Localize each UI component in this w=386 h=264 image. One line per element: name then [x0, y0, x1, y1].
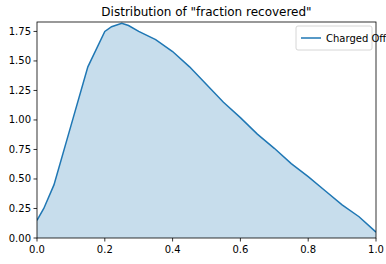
x-tick — [376, 238, 377, 242]
y-tick — [34, 31, 38, 32]
x-tick-label: 0.2 — [97, 244, 113, 255]
y-tick-label: 0.25 — [9, 203, 31, 214]
legend: Charged Off — [296, 26, 386, 50]
y-tick-label: 0.75 — [9, 144, 31, 155]
y-tick — [34, 208, 38, 209]
y-tick — [34, 90, 38, 91]
y-tick-label: 1.75 — [9, 26, 31, 37]
y-tick — [34, 238, 38, 239]
y-tick — [34, 149, 38, 150]
x-tick-label: 0.8 — [300, 244, 316, 255]
x-tick — [37, 238, 38, 242]
chart: 0.0 0.2 0.4 0.6 0.8 1.0 0.00 0.25 0.50 0.75 1.00 1.… — [0, 0, 386, 264]
y-tick-label: 1.25 — [9, 85, 31, 96]
x-tick-label: 0.0 — [29, 244, 45, 255]
y-tick-label: 1.50 — [9, 55, 31, 66]
x-tick-label: 1.0 — [368, 244, 384, 255]
y-tick-label: 1.00 — [9, 114, 31, 125]
y-tick — [34, 178, 38, 179]
x-tick-label: 0.6 — [232, 244, 248, 255]
data-layer — [37, 23, 376, 238]
y-tick — [34, 119, 38, 120]
x-tick-label: 0.4 — [165, 244, 181, 255]
title: Distribution of "fraction recovered" — [101, 5, 311, 19]
legend-swatch — [301, 37, 321, 39]
y-tick — [34, 60, 38, 61]
legend-label: Charged Off — [326, 33, 386, 44]
y-tick-label: 0.00 — [9, 233, 31, 244]
x-tick — [240, 238, 241, 242]
y-tick-label: 0.50 — [9, 173, 31, 184]
x-tick — [172, 238, 173, 242]
x-tick — [308, 238, 309, 242]
area-fill — [37, 23, 376, 238]
x-tick — [104, 238, 105, 242]
plot-frame — [37, 22, 376, 238]
kde-line — [37, 23, 376, 232]
